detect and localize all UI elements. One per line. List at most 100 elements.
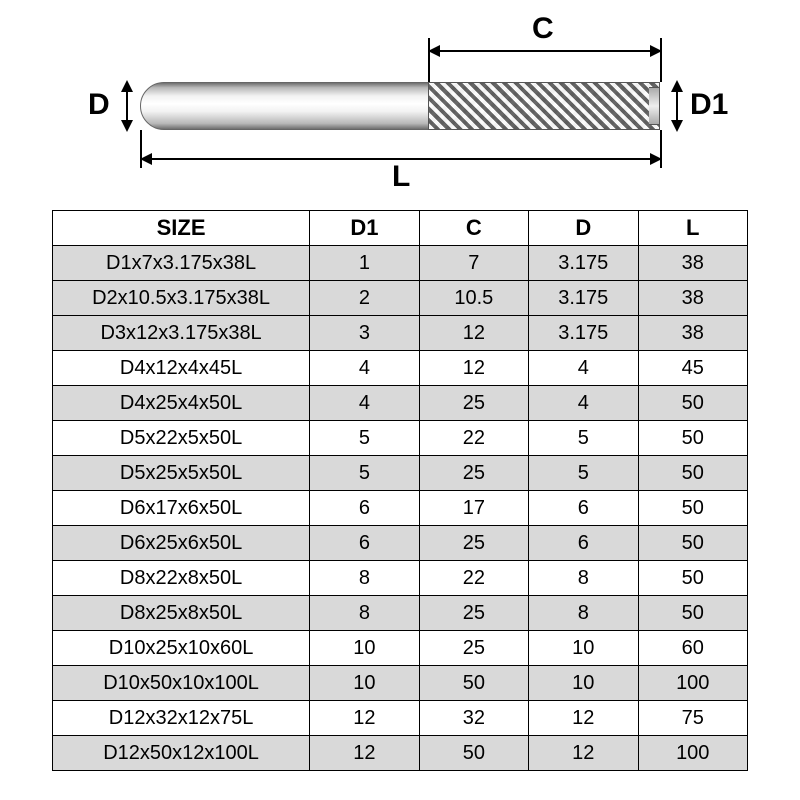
table-cell: 25 xyxy=(419,526,528,561)
table-cell: 25 xyxy=(419,456,528,491)
table-cell: 50 xyxy=(638,421,747,456)
table-cell: 60 xyxy=(638,631,747,666)
table-cell: D6x25x6x50L xyxy=(53,526,310,561)
table-cell: 4 xyxy=(529,351,638,386)
table-cell: 8 xyxy=(529,596,638,631)
dim-label-c: C xyxy=(532,12,554,46)
col-size: SIZE xyxy=(53,211,310,246)
table-cell: 6 xyxy=(529,491,638,526)
table-row: D4x12x4x45L412445 xyxy=(53,351,748,386)
table-row: D8x22x8x50L822850 xyxy=(53,561,748,596)
table-cell: D8x22x8x50L xyxy=(53,561,310,596)
table-cell: 50 xyxy=(419,666,528,701)
dim-label-d1: D1 xyxy=(690,88,728,122)
spec-table: SIZE D1 C D L D1x7x3.175x38L173.17538D2x… xyxy=(52,210,748,771)
dim-arrow-d1 xyxy=(676,82,678,130)
table-cell: 8 xyxy=(529,561,638,596)
table-cell: D4x12x4x45L xyxy=(53,351,310,386)
table-cell: 12 xyxy=(310,736,419,771)
table-row: D12x32x12x75L12321275 xyxy=(53,701,748,736)
table-cell: 17 xyxy=(419,491,528,526)
dim-label-l: L xyxy=(392,160,410,194)
table-row: D1x7x3.175x38L173.17538 xyxy=(53,246,748,281)
col-l: L xyxy=(638,211,747,246)
table-cell: 5 xyxy=(310,456,419,491)
table-cell: 38 xyxy=(638,246,747,281)
table-row: D5x25x5x50L525550 xyxy=(53,456,748,491)
table-cell: 12 xyxy=(529,701,638,736)
table-row: D12x50x12x100L125012100 xyxy=(53,736,748,771)
table-cell: D12x32x12x75L xyxy=(53,701,310,736)
table-cell: D8x25x8x50L xyxy=(53,596,310,631)
table-cell: 38 xyxy=(638,316,747,351)
table-cell: 50 xyxy=(638,526,747,561)
table-cell: D12x50x12x100L xyxy=(53,736,310,771)
table-cell: D5x22x5x50L xyxy=(53,421,310,456)
table-cell: 45 xyxy=(638,351,747,386)
table-cell: 8 xyxy=(310,561,419,596)
table-cell: D4x25x4x50L xyxy=(53,386,310,421)
table-row: D6x25x6x50L625650 xyxy=(53,526,748,561)
spec-table-wrap: SIZE D1 C D L D1x7x3.175x38L173.17538D2x… xyxy=(52,210,748,771)
table-cell: 7 xyxy=(419,246,528,281)
table-cell: D1x7x3.175x38L xyxy=(53,246,310,281)
bit-diagram: C L D D1 xyxy=(80,20,720,190)
table-cell: 12 xyxy=(529,736,638,771)
table-cell: 50 xyxy=(638,596,747,631)
table-cell: 10 xyxy=(529,631,638,666)
table-cell: D2x10.5x3.175x38L xyxy=(53,281,310,316)
table-cell: 3.175 xyxy=(529,281,638,316)
table-cell: 5 xyxy=(310,421,419,456)
table-row: D6x17x6x50L617650 xyxy=(53,491,748,526)
table-cell: 2 xyxy=(310,281,419,316)
table-cell: 10 xyxy=(310,666,419,701)
table-cell: 6 xyxy=(310,526,419,561)
table-cell: 38 xyxy=(638,281,747,316)
table-cell: 50 xyxy=(638,386,747,421)
table-cell: 4 xyxy=(310,386,419,421)
table-row: D3x12x3.175x38L3123.17538 xyxy=(53,316,748,351)
table-cell: 12 xyxy=(419,316,528,351)
bit-flute xyxy=(428,82,660,130)
table-cell: 100 xyxy=(638,666,747,701)
table-row: D4x25x4x50L425450 xyxy=(53,386,748,421)
table-cell: 3.175 xyxy=(529,246,638,281)
table-cell: 4 xyxy=(529,386,638,421)
table-cell: D10x50x10x100L xyxy=(53,666,310,701)
table-cell: 10.5 xyxy=(419,281,528,316)
table-row: D2x10.5x3.175x38L210.53.17538 xyxy=(53,281,748,316)
table-cell: 50 xyxy=(638,456,747,491)
table-row: D10x50x10x100L105010100 xyxy=(53,666,748,701)
bit-shank xyxy=(140,82,430,130)
table-cell: D10x25x10x60L xyxy=(53,631,310,666)
dim-label-d: D xyxy=(88,88,110,122)
table-cell: 1 xyxy=(310,246,419,281)
table-cell: 4 xyxy=(310,351,419,386)
col-c: C xyxy=(419,211,528,246)
table-cell: 22 xyxy=(419,421,528,456)
table-cell: 5 xyxy=(529,456,638,491)
table-cell: D3x12x3.175x38L xyxy=(53,316,310,351)
table-cell: 25 xyxy=(419,631,528,666)
table-cell: 25 xyxy=(419,596,528,631)
table-cell: 12 xyxy=(419,351,528,386)
table-cell: 50 xyxy=(419,736,528,771)
col-d1: D1 xyxy=(310,211,419,246)
table-header-row: SIZE D1 C D L xyxy=(53,211,748,246)
table-cell: 6 xyxy=(529,526,638,561)
table-cell: 3 xyxy=(310,316,419,351)
drill-bit xyxy=(140,82,660,130)
table-cell: 8 xyxy=(310,596,419,631)
table-row: D5x22x5x50L522550 xyxy=(53,421,748,456)
table-cell: 5 xyxy=(529,421,638,456)
table-cell: 75 xyxy=(638,701,747,736)
table-cell: 32 xyxy=(419,701,528,736)
table-row: D10x25x10x60L10251060 xyxy=(53,631,748,666)
dim-arrow-c xyxy=(430,50,660,52)
table-cell: 6 xyxy=(310,491,419,526)
table-cell: 12 xyxy=(310,701,419,736)
table-cell: D5x25x5x50L xyxy=(53,456,310,491)
table-cell: 50 xyxy=(638,491,747,526)
table-cell: D6x17x6x50L xyxy=(53,491,310,526)
table-row: D8x25x8x50L825850 xyxy=(53,596,748,631)
